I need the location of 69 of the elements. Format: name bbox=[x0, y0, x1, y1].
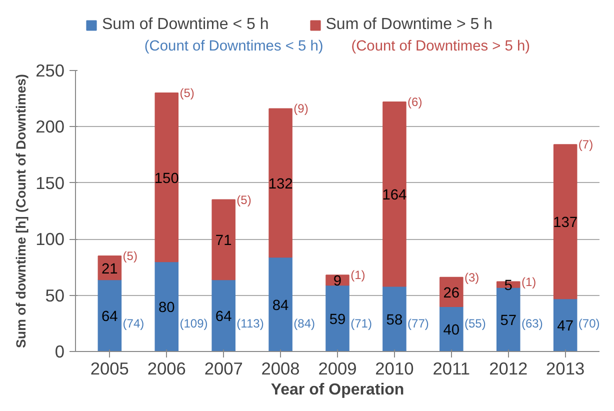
bar bbox=[553, 144, 578, 300]
data-label: 47 bbox=[557, 318, 574, 335]
y-tick-label: 150 bbox=[36, 172, 65, 193]
y-tick-label: 50 bbox=[45, 285, 65, 306]
bar bbox=[154, 92, 179, 262]
annotation: (6) bbox=[408, 94, 422, 109]
y-tick-label: 0 bbox=[54, 342, 65, 362]
x-tick-label: 2011 bbox=[432, 358, 470, 378]
bar bbox=[382, 101, 406, 287]
y-tick-label: 250 bbox=[36, 60, 65, 80]
text: (Count of Downtimes < 5 h) bbox=[144, 38, 324, 54]
y-axis-title: Sum of downtime [h] (Count of Downtimes) bbox=[14, 74, 29, 348]
data-label: 58 bbox=[386, 312, 403, 328]
bar bbox=[212, 279, 236, 352]
annotation: (84) bbox=[294, 316, 315, 330]
annotation: (5) bbox=[122, 248, 138, 263]
annotation: (70) bbox=[578, 316, 600, 330]
bar bbox=[553, 298, 578, 352]
annotation: (109) bbox=[180, 316, 208, 330]
bar bbox=[268, 256, 292, 352]
bar bbox=[382, 286, 406, 352]
annotation: (9) bbox=[294, 102, 308, 116]
data-label: 21 bbox=[102, 261, 118, 278]
annotation: (71) bbox=[350, 316, 372, 330]
y-tick-label: 100 bbox=[36, 229, 65, 250]
annotation: (5) bbox=[180, 86, 194, 100]
x-tick-label: 2012 bbox=[489, 358, 528, 378]
bar bbox=[326, 284, 350, 352]
x-tick-label: 2007 bbox=[204, 358, 243, 378]
data-label: 26 bbox=[443, 285, 460, 302]
data-label: 84 bbox=[272, 298, 289, 314]
legend-label: Sum of Downtime > 5 h bbox=[326, 16, 492, 34]
data-label: 40 bbox=[443, 322, 460, 339]
annotation: (5) bbox=[236, 192, 252, 207]
legend-label: Sum of Downtime < 5 h bbox=[102, 16, 269, 34]
annotation: (3) bbox=[464, 270, 480, 284]
annotation: (74) bbox=[122, 316, 144, 330]
data-label: 57 bbox=[500, 312, 517, 329]
bar bbox=[98, 279, 122, 352]
x-tick-label: 2013 bbox=[546, 358, 585, 378]
y-tick-label: 200 bbox=[36, 116, 65, 137]
annotation: (1) bbox=[350, 268, 366, 282]
bar bbox=[154, 261, 179, 352]
x-axis-title: Year of Operation bbox=[270, 382, 404, 398]
x-tick-label: 2010 bbox=[375, 358, 414, 378]
data-label: 132 bbox=[268, 176, 293, 192]
x-tick-label: 2008 bbox=[261, 358, 300, 378]
text: (Count of Downtimes > 5 h) bbox=[351, 38, 530, 54]
annotation: (113) bbox=[236, 316, 264, 330]
x-tick-label: 2005 bbox=[90, 358, 129, 378]
data-label: 150 bbox=[154, 170, 179, 187]
data-label: 80 bbox=[158, 300, 175, 316]
data-label: 71 bbox=[215, 233, 232, 250]
annotation: (77) bbox=[408, 316, 429, 330]
annotation: (63) bbox=[521, 316, 543, 330]
data-label: 9 bbox=[333, 274, 342, 290]
annotation: (7) bbox=[578, 138, 594, 152]
data-label: 59 bbox=[329, 312, 346, 328]
bar bbox=[268, 108, 292, 258]
x-tick-label: 2009 bbox=[318, 358, 357, 378]
bar bbox=[440, 306, 464, 352]
data-label: 137 bbox=[553, 215, 578, 232]
x-tick-label: 2006 bbox=[147, 358, 186, 378]
bar bbox=[212, 199, 236, 280]
annotation: (1) bbox=[521, 274, 536, 289]
data-label: 164 bbox=[382, 188, 407, 204]
annotation: (55) bbox=[464, 316, 486, 330]
data-label: 64 bbox=[102, 309, 118, 326]
data-label: 64 bbox=[215, 309, 232, 326]
